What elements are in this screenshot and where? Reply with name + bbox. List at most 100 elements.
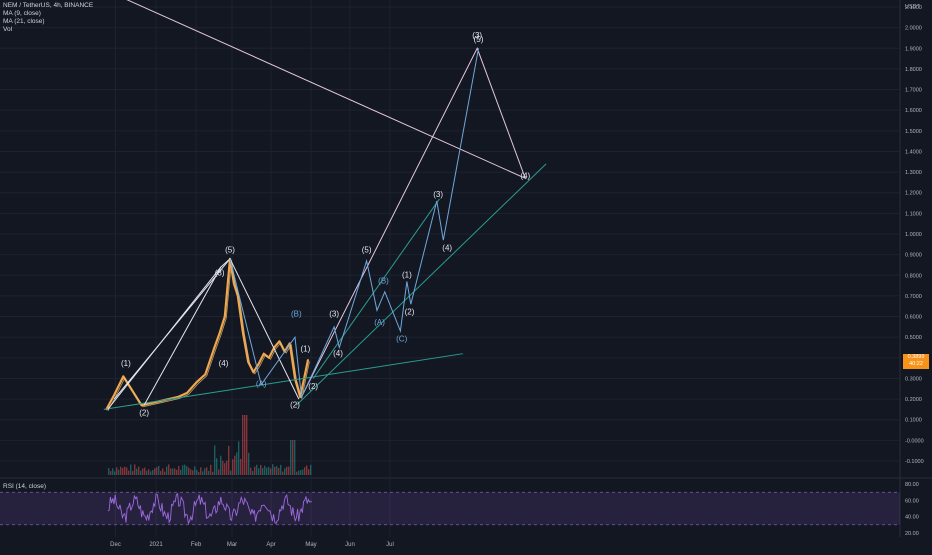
- volume-bar: [238, 441, 240, 475]
- volume-bar: [234, 455, 236, 475]
- wave-history-white: [107, 257, 300, 410]
- price-tick-label: 1.5000: [905, 129, 922, 135]
- volume-bar: [304, 467, 306, 475]
- price-point: [299, 396, 302, 398]
- rsi-legend[interactable]: RSI (14, close): [3, 483, 46, 490]
- volume-bar: [108, 468, 110, 475]
- volume-bar: [288, 466, 290, 475]
- price-point: [140, 404, 143, 407]
- volume-bar: [232, 459, 234, 475]
- price-point: [278, 340, 281, 343]
- wave-label: (2): [290, 400, 300, 409]
- volume-bar: [184, 464, 186, 475]
- price-tick-label: 1.1000: [905, 211, 922, 217]
- volume-bar: [210, 464, 212, 475]
- price-point: [294, 377, 296, 380]
- indicator-ma-slow[interactable]: MA (21, close): [3, 18, 45, 25]
- volume-bar: [294, 440, 296, 475]
- wave-label: (3): [215, 268, 225, 277]
- volume-bar: [272, 464, 274, 475]
- price-point: [307, 359, 309, 361]
- symbol-title[interactable]: NEM / TetherUS, 4h, BINANCE: [3, 2, 94, 9]
- volume-bar: [254, 466, 256, 475]
- volume-bar: [262, 468, 264, 475]
- chart-legend: NEM / TetherUS, 4h, BINANCE MA (9, close…: [3, 2, 93, 34]
- volume-bar: [144, 467, 146, 475]
- wave-label: (3): [433, 190, 443, 199]
- volume-bar: [230, 470, 232, 475]
- volume-bar: [118, 469, 120, 475]
- volume-bar: [292, 440, 294, 475]
- price-point: [113, 394, 116, 396]
- volume-bar: [188, 467, 190, 475]
- wave-history-white: [143, 266, 222, 406]
- price-tick-label: 0.5000: [905, 335, 922, 341]
- volume-bar: [174, 468, 176, 475]
- price-tick-label: 1.0000: [905, 232, 922, 238]
- volume-bar: [186, 466, 188, 475]
- indicator-ma-fast[interactable]: MA (9, close): [3, 10, 41, 17]
- volume-bar: [202, 471, 204, 475]
- price-point: [195, 381, 198, 384]
- volume-bar: [270, 468, 272, 475]
- volume-bar: [172, 468, 174, 475]
- volume-bar: [160, 470, 162, 475]
- volume-bar: [300, 470, 302, 475]
- volume-bar: [226, 460, 228, 475]
- time-axis[interactable]: Dec 2021 Feb Mar Apr May Jun Jul: [110, 542, 394, 548]
- volume-bar: [220, 455, 222, 475]
- volume-bar: [166, 466, 168, 475]
- rsi-tick-label: 20.00: [905, 531, 919, 537]
- wave-label: (4): [333, 349, 343, 358]
- volume-bar: [268, 466, 270, 475]
- volume-bar: [164, 471, 166, 475]
- volume-bar: [296, 471, 298, 475]
- volume-bar: [264, 465, 266, 475]
- price-point: [247, 361, 250, 363]
- volume-bar: [140, 470, 142, 475]
- volume-bar: [204, 468, 206, 475]
- last-price-value: 0.3899: [907, 353, 925, 360]
- volume-bar: [252, 471, 254, 475]
- price-tick-label: 0.7000: [905, 294, 922, 300]
- price-unit-label: USDT: [905, 4, 921, 10]
- volume-bar: [228, 445, 230, 475]
- price-tick-label: 0.9000: [905, 253, 922, 259]
- volume-bar: [244, 415, 246, 475]
- volume-bar: [196, 469, 198, 475]
- volume-bar: [178, 466, 180, 475]
- price-point: [122, 375, 125, 378]
- wave-label: (4): [520, 171, 530, 180]
- volume-bar: [132, 471, 134, 475]
- projection-main-path: [126, 0, 527, 398]
- projection-detail-path: [301, 48, 479, 398]
- volume-bars: [108, 415, 312, 475]
- price-axis[interactable]: 2.1000 2.0000 1.9000 1.8000 1.7000 1.6000 1.50…: [905, 4, 924, 537]
- volume-bar: [124, 466, 126, 475]
- indicator-volume[interactable]: Vol: [3, 26, 13, 33]
- last-price-tag: 0.3899 40:22: [903, 353, 929, 369]
- price-point: [252, 371, 255, 374]
- price-tick-label: 1.9000: [905, 46, 922, 52]
- price-tick-label: 1.7000: [905, 88, 922, 94]
- time-tick-label: 2021: [149, 542, 163, 548]
- price-line: [105, 257, 310, 410]
- volume-bar: [290, 440, 292, 475]
- volume-bar: [158, 465, 160, 475]
- price-tick-label: 0.3000: [905, 376, 922, 382]
- volume-bar: [248, 452, 250, 475]
- price-point: [149, 402, 152, 405]
- volume-bar: [306, 465, 308, 475]
- volume-bar: [274, 466, 276, 475]
- volume-bar: [214, 445, 216, 475]
- volume-bar: [282, 471, 284, 475]
- volume-bar: [156, 467, 158, 475]
- volume-bar: [198, 471, 200, 475]
- rsi-tick-label: 40.00: [905, 515, 919, 521]
- volume-bar: [120, 466, 122, 475]
- volume-bar: [192, 470, 194, 475]
- trendline-upper: [312, 198, 440, 379]
- volume-bar: [116, 467, 118, 475]
